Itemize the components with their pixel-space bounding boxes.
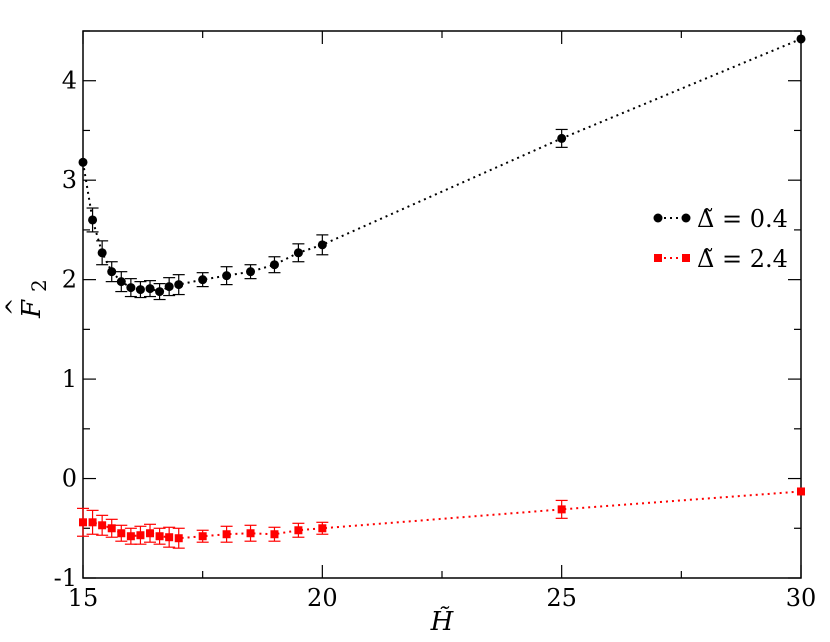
data-point bbox=[88, 215, 98, 225]
data-point bbox=[174, 280, 184, 290]
data-point bbox=[317, 240, 327, 250]
data-point bbox=[98, 521, 107, 530]
data-point bbox=[318, 524, 327, 533]
x-tick-label: 25 bbox=[546, 584, 577, 612]
data-point bbox=[246, 529, 255, 538]
plot-frame bbox=[82, 30, 802, 579]
data-point bbox=[269, 260, 279, 270]
data-point bbox=[164, 282, 174, 292]
data-point bbox=[145, 284, 155, 294]
data-point bbox=[88, 518, 97, 527]
legend-item: Δ̃ = 0.4 bbox=[653, 205, 788, 233]
y-tick-label: 0 bbox=[62, 465, 77, 493]
y-tick-label: 4 bbox=[62, 67, 77, 95]
axes bbox=[82, 30, 802, 579]
data-point bbox=[116, 277, 126, 287]
data-point bbox=[97, 248, 107, 258]
y-tick-label: 1 bbox=[62, 365, 77, 393]
data-point bbox=[222, 271, 232, 281]
data-point bbox=[557, 505, 566, 514]
ticks: 15 20 25 30 -1 0 1 2 3 4 bbox=[54, 30, 817, 612]
y-axis-label-hat: ^ bbox=[3, 298, 28, 316]
data-point bbox=[557, 133, 567, 143]
legend-item: Δ̃ = 2.4 bbox=[654, 245, 788, 273]
series-2 bbox=[77, 487, 805, 549]
data-point bbox=[165, 533, 174, 542]
y-tick-label: 3 bbox=[62, 166, 77, 194]
data-point bbox=[198, 275, 208, 285]
data-point bbox=[136, 531, 145, 540]
y-axis-title: F 2 ^ bbox=[3, 279, 51, 319]
y-tick-label: -1 bbox=[54, 564, 77, 592]
data-point bbox=[117, 529, 126, 538]
legend: Δ̃ = 0.4 Δ̃ = 2.4 bbox=[653, 205, 788, 273]
y-axis-label-subscript: 2 bbox=[27, 279, 51, 292]
data-point bbox=[126, 532, 135, 541]
y-tick-label: 2 bbox=[62, 266, 77, 294]
legend-label: Δ̃ = 0.4 bbox=[697, 205, 788, 233]
legend-marker bbox=[653, 213, 663, 223]
data-point bbox=[198, 532, 207, 541]
series-line bbox=[83, 490, 802, 540]
series bbox=[77, 34, 806, 549]
data-point bbox=[246, 267, 256, 277]
data-point bbox=[270, 530, 279, 539]
data-point bbox=[107, 524, 116, 533]
data-point bbox=[222, 530, 231, 539]
data-point bbox=[79, 518, 87, 527]
y-axis-label: F bbox=[17, 299, 47, 319]
x-axis-title: H̃ bbox=[430, 606, 455, 637]
data-point bbox=[135, 285, 145, 295]
series-line bbox=[82, 38, 802, 293]
x-tick-label: 15 bbox=[68, 584, 99, 612]
legend-marker bbox=[654, 254, 662, 262]
x-axis-label: H̃ bbox=[430, 606, 455, 637]
data-point bbox=[155, 287, 165, 297]
data-point bbox=[293, 248, 303, 258]
data-point bbox=[78, 157, 88, 167]
data-point bbox=[155, 532, 164, 541]
legend-label: Δ̃ = 2.4 bbox=[697, 245, 788, 273]
data-point bbox=[294, 526, 303, 535]
legend-marker bbox=[682, 254, 690, 262]
data-point bbox=[797, 487, 805, 496]
legend-marker bbox=[681, 213, 691, 223]
series-1 bbox=[78, 34, 806, 301]
data-point bbox=[174, 534, 183, 543]
x-tick-label: 20 bbox=[307, 584, 338, 612]
data-point bbox=[107, 267, 117, 277]
data-point bbox=[146, 529, 155, 538]
data-point bbox=[126, 283, 136, 293]
data-point bbox=[796, 34, 806, 44]
x-tick-label: 30 bbox=[786, 584, 817, 612]
